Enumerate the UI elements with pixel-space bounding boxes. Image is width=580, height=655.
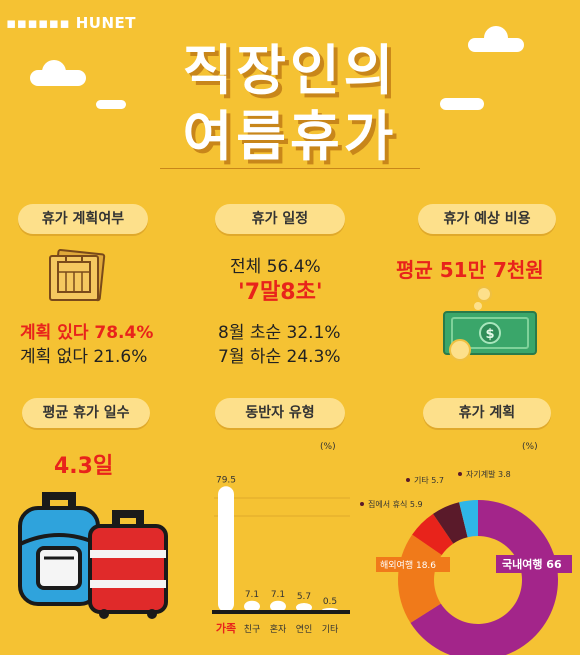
schedule-overall: 전체 56.4% (230, 257, 321, 277)
donut-slice-label: 국내여행 66 (502, 557, 562, 571)
bar-value-label: 0.5 (323, 597, 337, 607)
schedule-label: 휴가 일정 (215, 204, 345, 234)
plan-type-label: 휴가 계획 (423, 398, 551, 428)
donut-label-dot (458, 472, 462, 476)
title-underline (160, 168, 420, 169)
suitcase-icon (49, 249, 106, 302)
title-line1: 직장인의 (182, 39, 398, 102)
title-line2: 여름휴가 (182, 105, 398, 168)
bar-value-label: 5.7 (297, 592, 311, 602)
bar-value-label: 7.1 (245, 590, 259, 600)
donut-slice-label: 자기계발 3.8 (466, 469, 511, 479)
donut-label-bg (496, 555, 572, 573)
bar-category-label: 가족 (216, 621, 236, 635)
bar-1 (244, 600, 260, 612)
money-icon: $ (443, 286, 537, 361)
days-value: 4.3일 (54, 454, 114, 479)
schedule-highlight: '7말8초' (238, 280, 323, 305)
donut-slice-3 (433, 502, 468, 544)
donut-slice-label: 해외여행 18.6 (380, 559, 436, 571)
cloud-right2-icon (440, 98, 484, 110)
donut-slice-2 (412, 513, 454, 556)
days-label: 평균 휴가 일수 (22, 398, 150, 428)
donut-label-dot (406, 478, 410, 482)
donut-slice-4 (459, 500, 478, 538)
plan-no: 계획 없다 21.6% (20, 347, 148, 367)
bar-category-label: 기타 (322, 624, 339, 635)
bar-category-label: 혼자 (270, 623, 287, 635)
cost-label: 휴가 예상 비용 (418, 204, 556, 234)
companion-bar-chart: 79.5 가족 7.1 친구 7.1 혼자 5.7 연인 0.5 기타 (212, 475, 350, 635)
companion-label: 동반자 유형 (215, 398, 345, 428)
schedule-late-jul: 7월 하순 24.3% (218, 347, 341, 367)
cost-average: 평균 51만 7천원 (396, 258, 544, 282)
bar-2 (270, 600, 286, 612)
bar-value-label: 7.1 (271, 590, 285, 600)
plan-yes: 계획 있다 78.4% (20, 323, 154, 343)
hunet-logo: ▪▪▪▪▪▪ HUNET (6, 14, 136, 32)
plan-type-unit: (%) (522, 442, 538, 452)
bar-category-label: 친구 (244, 624, 261, 635)
cloud-left-puff (42, 60, 66, 84)
luggage-icon (88, 510, 168, 619)
svg-text:$: $ (485, 327, 494, 342)
donut-slice-label: 기타 5.7 (414, 476, 444, 485)
donut-label-dot (360, 502, 364, 506)
bar-3 (296, 602, 312, 612)
bar-0 (218, 486, 234, 612)
schedule-early-aug: 8월 초순 32.1% (218, 323, 341, 343)
bar-value-label: 79.5 (216, 475, 236, 485)
donut-slice-1 (398, 534, 442, 623)
cloud-right-puff (484, 26, 508, 50)
plan-label: 휴가 계획여부 (18, 204, 148, 234)
bar-category-label: 연인 (296, 624, 313, 635)
cloud-small-icon (96, 100, 126, 109)
plan-type-donut-chart: 국내여행 66 해외여행 18.6 집에서 휴식 5.9 기타 5.7 자기계발 3.8 (360, 469, 572, 655)
donut-slice-0 (410, 500, 558, 655)
donut-slice-label: 집에서 휴식 5.9 (368, 499, 423, 509)
companion-unit: (%) (320, 442, 336, 452)
donut-label-bg (376, 557, 450, 572)
